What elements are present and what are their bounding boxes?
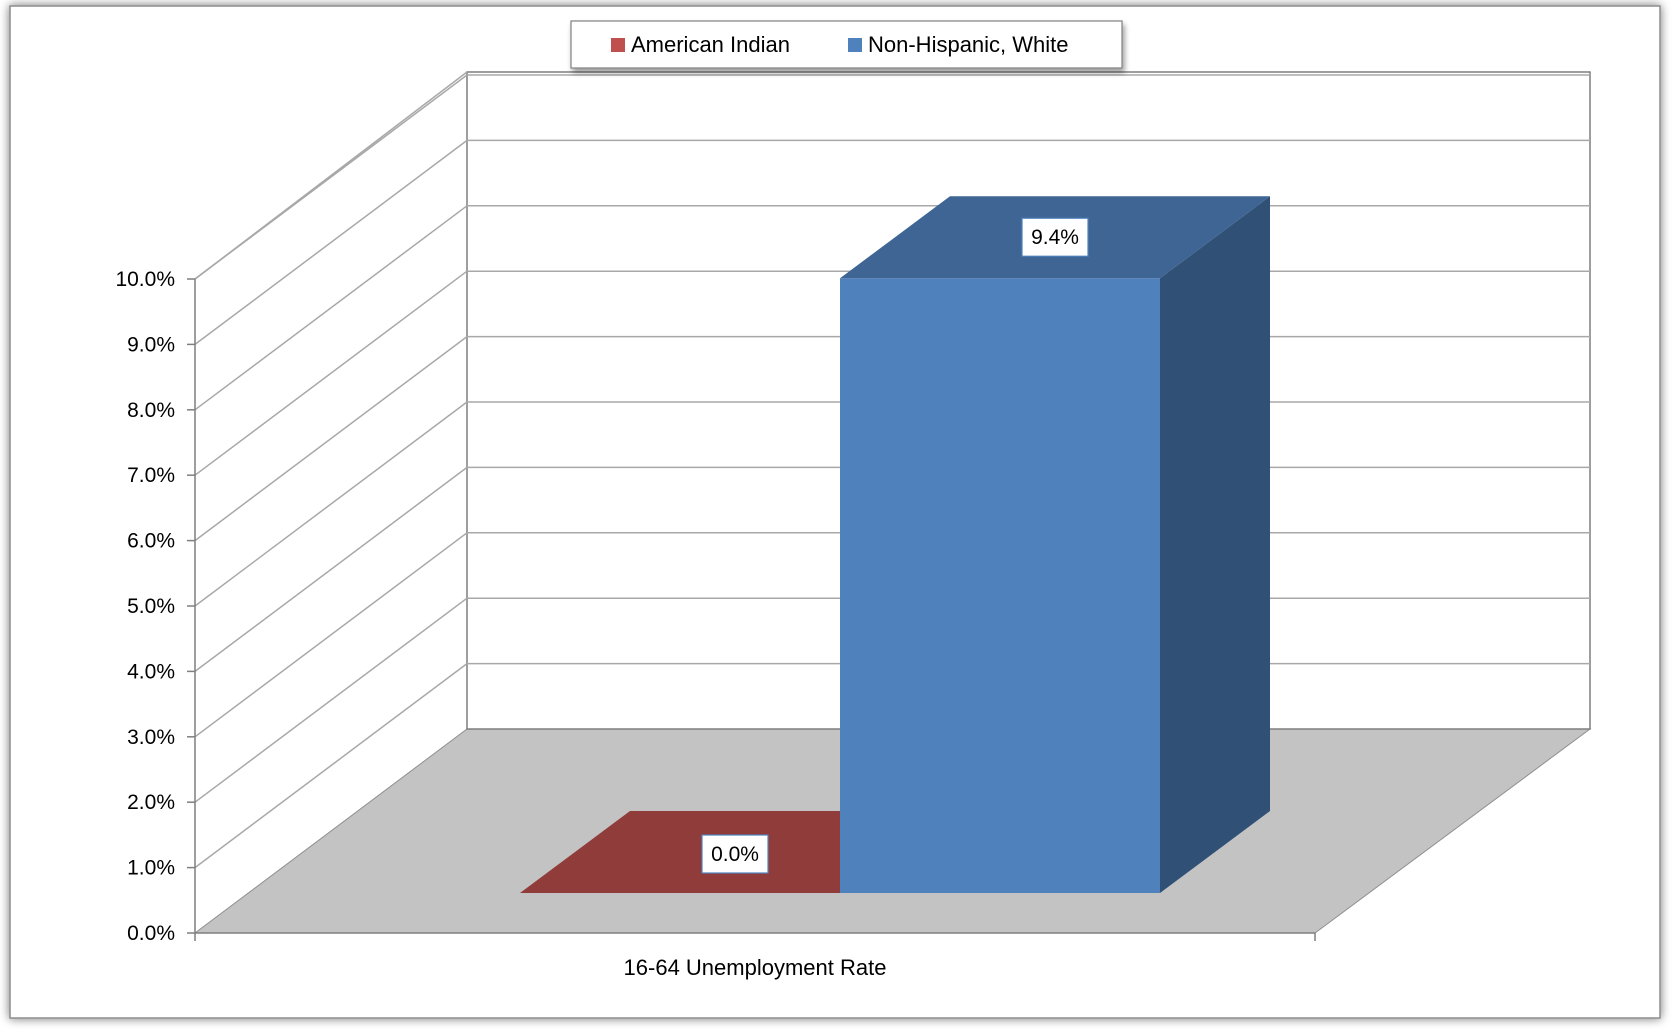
gridline-side bbox=[194, 205, 468, 411]
data-label: 9.4% bbox=[1031, 226, 1079, 249]
bar-side bbox=[1160, 196, 1270, 894]
y-tick-label: 6.0% bbox=[127, 530, 175, 553]
legend-swatch bbox=[611, 38, 625, 52]
gridline-side bbox=[194, 401, 468, 607]
category-axis: 16-64 Unemployment Rate bbox=[194, 932, 1316, 980]
y-tick-label: 7.0% bbox=[127, 464, 175, 487]
legend: American Indian Non-Hispanic, White bbox=[570, 20, 1123, 69]
gridline-side bbox=[194, 139, 468, 345]
bar-1 bbox=[840, 196, 1270, 894]
x-category-label: 16-64 Unemployment Rate bbox=[624, 955, 887, 980]
y-tick-label: 1.0% bbox=[127, 857, 175, 880]
y-tick-label: 5.0% bbox=[127, 595, 175, 618]
y-tick-label: 8.0% bbox=[127, 399, 175, 422]
gridline-side bbox=[194, 466, 468, 673]
bar-front bbox=[840, 278, 1160, 893]
data-label: 0.0% bbox=[711, 843, 759, 866]
y-tick-label: 4.0% bbox=[127, 660, 175, 683]
gridline-side bbox=[194, 270, 468, 476]
gridline-side bbox=[194, 597, 468, 803]
y-tick-label: 2.0% bbox=[127, 791, 175, 814]
gridline-side bbox=[194, 662, 468, 869]
gridline-side bbox=[194, 71, 468, 280]
gridline-side bbox=[194, 532, 468, 738]
data-labels: 0.0% 9.4% bbox=[701, 217, 1089, 874]
legend-label: Non-Hispanic, White bbox=[868, 32, 1069, 57]
y-axis: 0.0% 1.0% 2.0% 3.0% 4.0% 5.0% 6.0% 7.0% 8.0% 9.0%… bbox=[115, 268, 196, 945]
legend-label: American Indian bbox=[631, 32, 790, 57]
y-tick-label: 0.0% bbox=[127, 922, 175, 945]
data-label-box bbox=[701, 834, 769, 874]
legend-box bbox=[570, 20, 1123, 69]
y-tick-label: 9.0% bbox=[127, 333, 175, 356]
legend-swatch bbox=[848, 38, 862, 52]
data-label-box bbox=[1021, 217, 1089, 257]
y-tick-label: 10.0% bbox=[115, 268, 175, 291]
gridline-side bbox=[194, 336, 468, 542]
y-tick-label: 3.0% bbox=[127, 726, 175, 749]
